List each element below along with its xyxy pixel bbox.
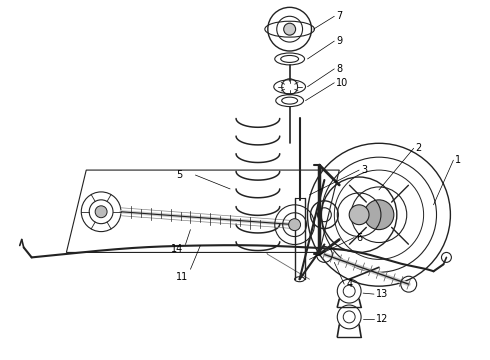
Text: 5: 5 [176,170,182,180]
Text: 10: 10 [336,78,348,88]
Text: 14: 14 [171,244,183,255]
Circle shape [95,206,107,218]
Text: 2: 2 [416,143,422,153]
Text: 13: 13 [376,289,388,299]
Text: 8: 8 [336,64,343,74]
Text: 12: 12 [376,314,389,324]
Text: 9: 9 [336,36,343,46]
Text: 3: 3 [361,165,367,175]
Polygon shape [66,170,339,252]
Text: 4: 4 [346,279,352,289]
Text: 7: 7 [336,11,343,21]
Text: 6: 6 [356,233,362,243]
Circle shape [364,200,394,230]
Circle shape [289,219,300,231]
Text: 11: 11 [175,272,188,282]
Circle shape [349,205,369,225]
Text: 1: 1 [455,155,462,165]
Circle shape [284,23,295,35]
